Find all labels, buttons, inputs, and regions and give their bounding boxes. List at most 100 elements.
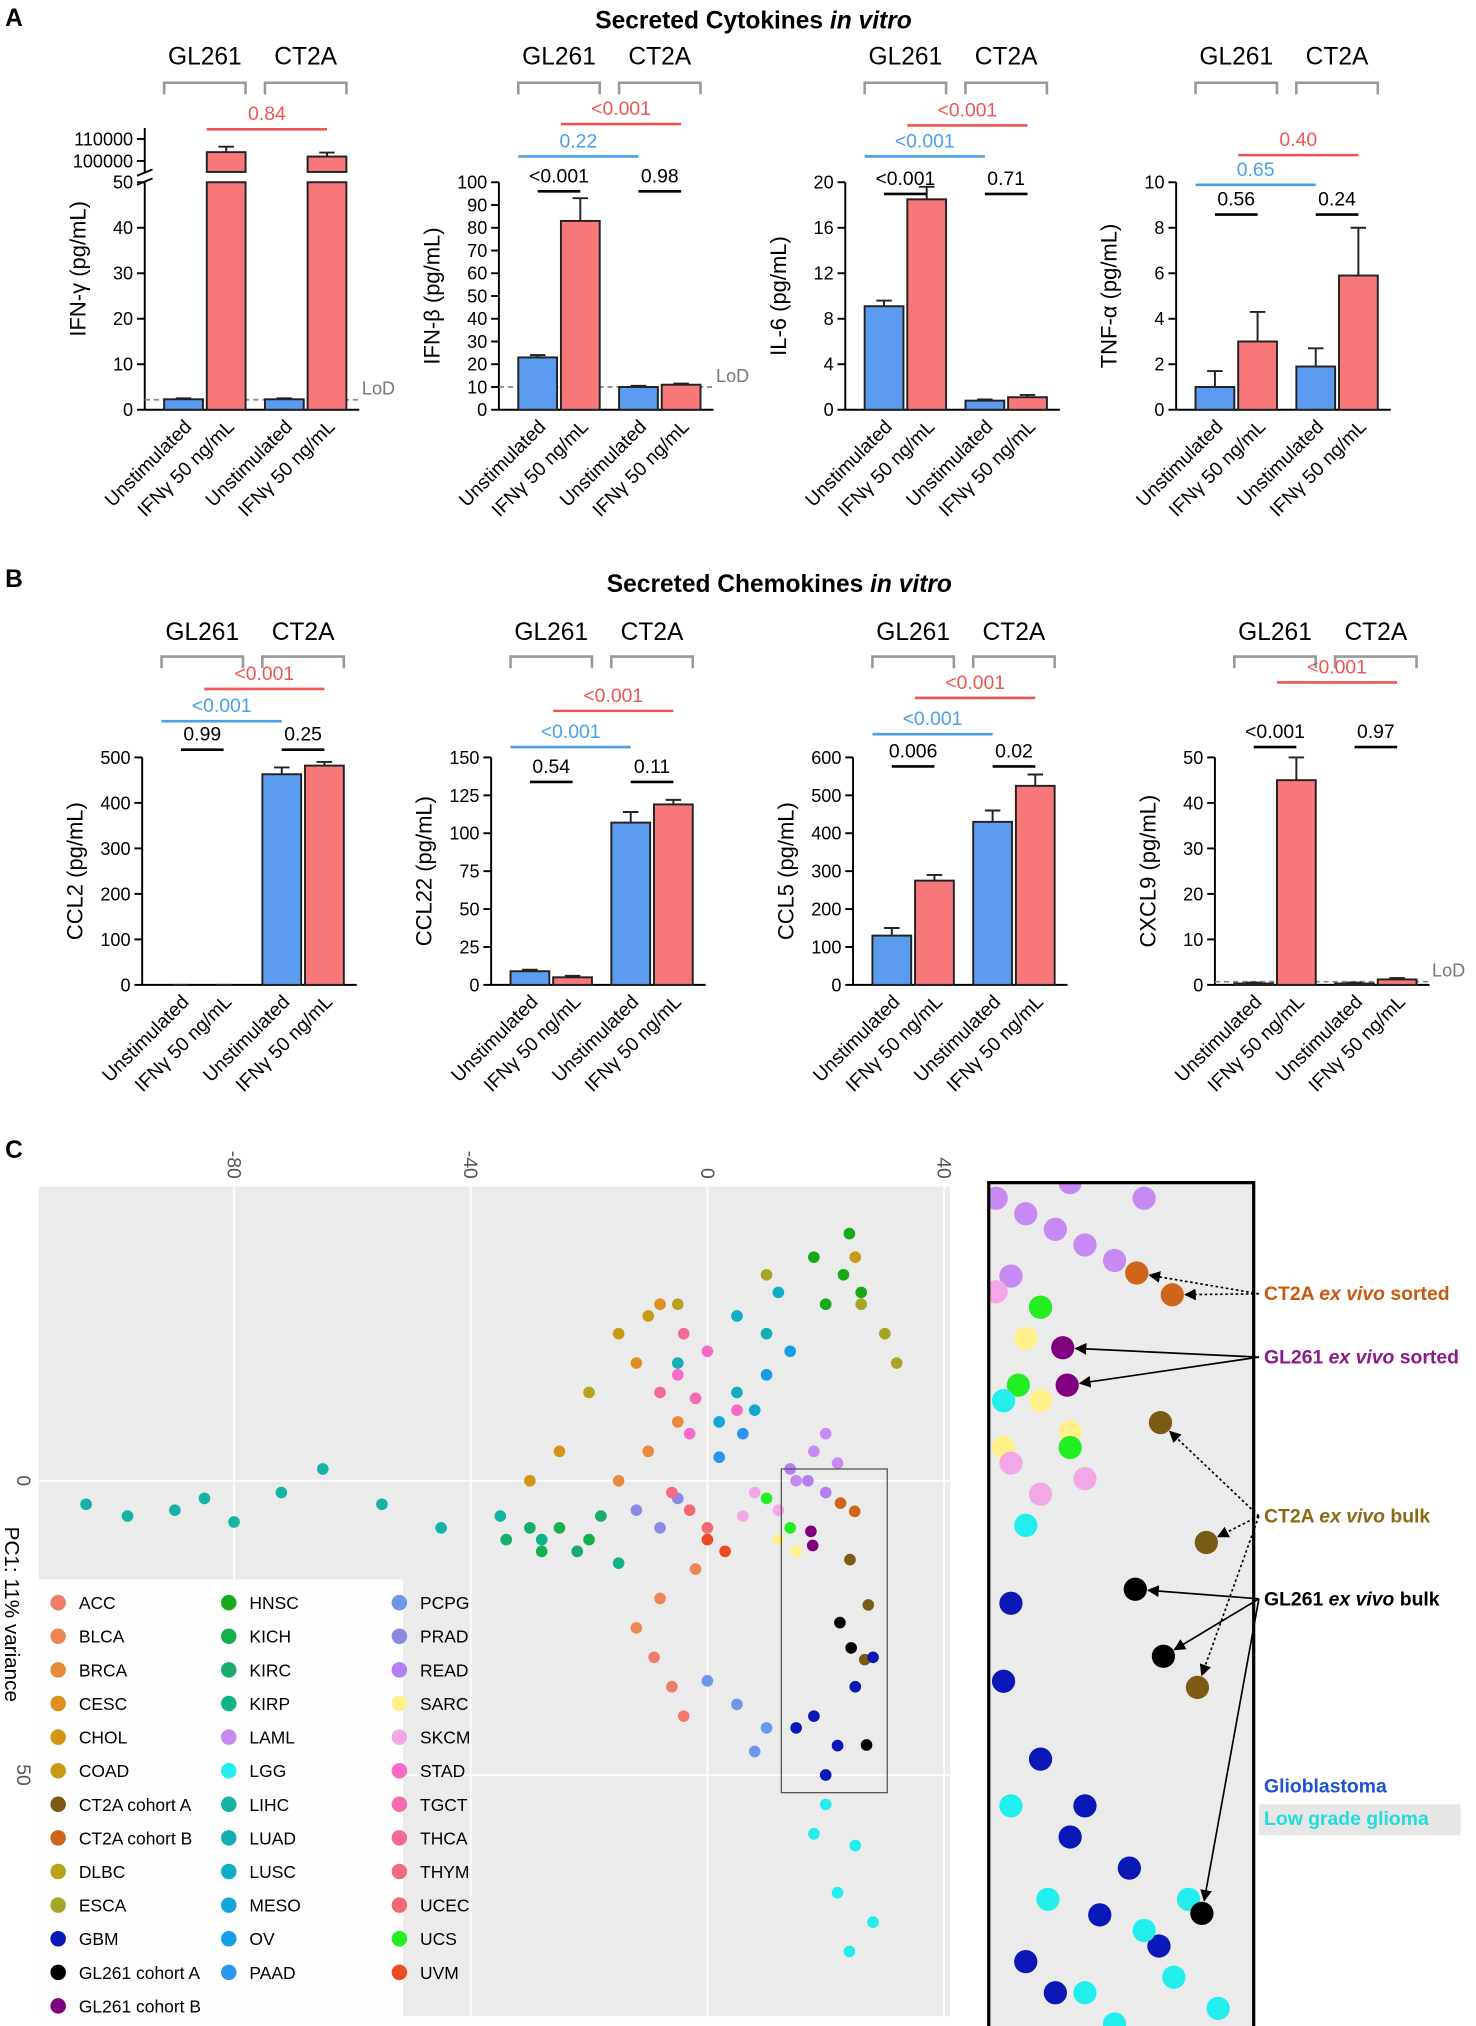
point: [701, 1345, 714, 1358]
legend-label: THCA: [420, 1828, 468, 1848]
bar: [964, 399, 1006, 411]
point: [1014, 1326, 1038, 1351]
point: [831, 1739, 844, 1752]
error-bar: [1245, 981, 1262, 984]
legend-swatch: [391, 1930, 408, 1947]
legend-swatch: [221, 1897, 237, 1913]
y-tick-label: 40: [467, 309, 487, 329]
p-value: <0.001: [1307, 656, 1367, 678]
bar: [906, 198, 948, 411]
point: [731, 1386, 743, 1399]
point: [1006, 1373, 1030, 1397]
error-bar: [1019, 393, 1036, 398]
error-bar: [522, 968, 538, 972]
point: [198, 1492, 211, 1505]
point: [275, 1486, 288, 1499]
point: [808, 1251, 820, 1263]
y-tick-label: 0: [120, 975, 130, 995]
point: [1162, 1965, 1186, 1989]
legend-label: GL261 cohort B: [79, 1996, 201, 2016]
point: [848, 1505, 861, 1518]
y-tick-label: 25: [459, 937, 479, 957]
point: [316, 1463, 329, 1475]
legend-label: GL261 cohort A: [79, 1963, 201, 1983]
point: [80, 1498, 92, 1511]
point: [671, 1298, 684, 1311]
group-bracket: [509, 655, 594, 669]
p-value: <0.001: [945, 672, 1005, 694]
legend-swatch: [221, 1930, 237, 1947]
legend-label: UCEC: [420, 1896, 469, 1916]
point: [862, 1599, 875, 1611]
legend-label: LUSC: [249, 1862, 296, 1882]
text-part: sorted: [1394, 1347, 1459, 1369]
point: [630, 1622, 643, 1634]
y-tick-label: 60: [467, 264, 487, 284]
error-bar: [218, 145, 234, 153]
bar: [261, 773, 303, 986]
bar: [972, 820, 1013, 986]
bar: [871, 934, 913, 986]
legend-label: GBM: [79, 1929, 119, 1949]
point: [1014, 1202, 1038, 1226]
error-bar: [529, 354, 546, 358]
point: [689, 1563, 702, 1575]
bar: [660, 383, 702, 411]
point: [845, 1642, 857, 1654]
panel-title: Secreted Chemokines in vitro: [607, 571, 952, 598]
group-bracket: [610, 655, 695, 669]
legend-label: TGCT: [420, 1795, 468, 1815]
text-part: sorted: [1385, 1283, 1450, 1305]
legend-swatch: [221, 1796, 237, 1813]
point: [1132, 1186, 1156, 1210]
point: [867, 1916, 879, 1928]
legend-swatch: [221, 1695, 237, 1712]
axis-break: [136, 177, 153, 186]
point: [1051, 1336, 1075, 1360]
y-tick-label: 0: [1193, 975, 1203, 995]
group-bracket: [863, 81, 948, 95]
point: [666, 1486, 678, 1499]
p-value: 0.22: [560, 130, 598, 152]
bar: [306, 155, 348, 173]
legend-swatch: [50, 1863, 66, 1880]
legend-swatch: [50, 1762, 66, 1779]
group-bracket: [1333, 655, 1418, 669]
point: [790, 1474, 802, 1487]
bar: [1233, 982, 1275, 986]
annotation-arrow: [1200, 1598, 1260, 1902]
point: [819, 1769, 832, 1781]
legend-label: SKCM: [420, 1728, 470, 1748]
panel-title: Secreted Cytokines in vitro: [595, 7, 912, 34]
annotation-arrow: [1184, 1288, 1259, 1301]
bar: [1334, 982, 1375, 986]
y-tick-label: 40: [113, 218, 133, 238]
panel-label: C: [5, 1137, 23, 1164]
legend-label: KIRP: [249, 1694, 290, 1714]
legend-swatch: [50, 1662, 66, 1678]
point: [1123, 1577, 1147, 1601]
bar: [863, 305, 905, 411]
group-bracket: [516, 81, 601, 95]
bar: [1338, 274, 1379, 411]
point: [1125, 1261, 1149, 1285]
text-part: Secreted Chemokines: [607, 571, 870, 598]
bar: [610, 821, 652, 986]
point: [1058, 1825, 1082, 1849]
y-tick-label: 150: [449, 748, 479, 768]
point: [991, 1389, 1016, 1413]
error-bar: [622, 811, 639, 823]
p-value: <0.001: [234, 663, 294, 685]
legend-swatch: [50, 1796, 66, 1813]
bar: [1275, 779, 1317, 986]
legend-label: BLCA: [79, 1627, 125, 1647]
error-bar: [1207, 370, 1223, 387]
inset-border: [987, 1181, 1256, 2026]
